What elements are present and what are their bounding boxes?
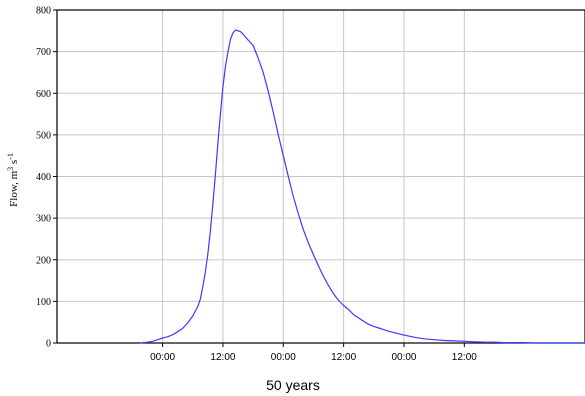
series-line-0	[139, 29, 585, 344]
grid-lines	[57, 9, 585, 344]
x-tick-label: 00:00	[391, 352, 416, 363]
x-tick-label: 00:00	[271, 352, 296, 363]
y-tick-label: 400	[36, 172, 51, 183]
y-tick-label: 800	[36, 6, 51, 17]
y-ticks: 0 100 200 300 400 500 600 700 800	[36, 6, 57, 350]
y-tick-label: 200	[36, 255, 51, 266]
y-tick-label: 600	[36, 89, 51, 100]
x-tick-label: 12:00	[331, 352, 356, 363]
y-axis-title: Flow, m3 s-1	[6, 153, 21, 207]
y-axis-title-mid: s	[8, 160, 20, 167]
chart-caption: 50 years	[266, 377, 320, 393]
y-axis-title-base: Flow, m	[8, 170, 20, 206]
x-tick-label: 12:00	[210, 352, 235, 363]
y-tick-label: 0	[46, 339, 51, 350]
y-axis-title-sup1: 3	[6, 167, 15, 171]
y-tick-label: 700	[36, 47, 51, 58]
y-axis-title-sup2: -1	[6, 153, 15, 160]
x-tick-label: 00:00	[150, 352, 175, 363]
x-tick-label: 12:00	[452, 352, 477, 363]
y-tick-label: 100	[36, 297, 51, 308]
y-tick-label: 500	[36, 130, 51, 141]
x-ticks: 00:00 12:00 00:00 12:00 00:00 12:00	[150, 343, 477, 363]
y-tick-label: 300	[36, 214, 51, 225]
series-group	[139, 29, 585, 344]
